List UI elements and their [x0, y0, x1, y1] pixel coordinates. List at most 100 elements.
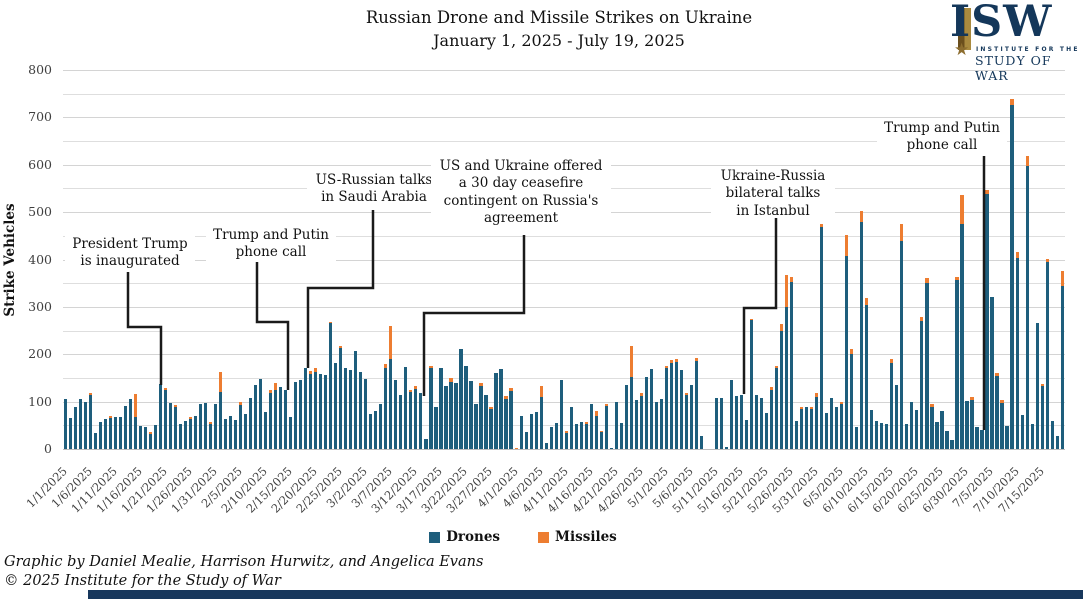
bar-day-30	[213, 403, 218, 449]
bar-day-31	[218, 371, 223, 449]
bar-day-14	[133, 394, 137, 449]
bar-day-103	[579, 421, 583, 449]
bar-day-151	[820, 223, 824, 449]
bar-day-120	[664, 365, 668, 449]
bar-day-104	[584, 422, 588, 449]
bar-day-64	[384, 363, 388, 449]
bar-day-61	[369, 413, 373, 449]
bar-day-17	[148, 431, 152, 449]
bar-day-122	[674, 359, 678, 449]
bar-day-40	[264, 411, 268, 449]
bar-day-155	[840, 402, 844, 449]
bar-day-5	[88, 393, 92, 449]
bar-day-131	[719, 398, 724, 449]
bar-day-159	[860, 211, 864, 449]
bar-day-184	[985, 189, 989, 449]
bar-day-50	[314, 368, 318, 449]
bar-day-37	[248, 397, 253, 449]
bar-day-150	[815, 393, 819, 449]
bar-day-136	[744, 420, 749, 449]
bar-day-193	[1030, 423, 1034, 449]
bar-day-180	[965, 401, 969, 449]
bar-day-62	[374, 410, 378, 449]
bar-day-35	[238, 401, 243, 449]
bar-day-170	[915, 409, 919, 449]
bar-day-59	[359, 372, 363, 449]
bar-day-168	[905, 423, 909, 449]
y-tick-label: 400	[28, 251, 52, 267]
bar-day-8	[103, 419, 107, 449]
bar-day-114	[634, 399, 638, 449]
bar-day-90	[514, 447, 518, 449]
bar-day-109	[609, 447, 613, 449]
bar-day-164	[885, 423, 889, 449]
bar-day-3	[78, 398, 82, 449]
bar-day-134	[734, 396, 739, 449]
bar-day-119	[659, 398, 663, 449]
bar-day-138	[754, 395, 759, 449]
bar-day-157	[850, 349, 854, 449]
bar-day-88	[504, 396, 508, 449]
bar-day-79	[459, 349, 463, 449]
y-tick-label: 600	[28, 156, 52, 172]
bar-day-93	[529, 413, 533, 449]
annotation-1: Trump and Putin phone call	[206, 227, 336, 262]
bar-day-126	[694, 358, 699, 449]
bar-day-29	[208, 422, 213, 449]
bar-day-80	[464, 366, 468, 449]
bar-day-197	[1050, 420, 1054, 449]
bar-day-0	[63, 398, 67, 449]
bar-day-174	[935, 422, 939, 449]
bar-day-33	[228, 415, 233, 449]
bar-day-132	[724, 446, 729, 449]
bar-day-10	[113, 416, 117, 449]
bar-day-46	[294, 381, 298, 449]
bar-day-11	[118, 416, 122, 449]
bar-day-96	[544, 443, 548, 449]
gridline	[63, 330, 1065, 332]
bar-day-153	[830, 397, 834, 449]
bar-day-91	[519, 415, 523, 449]
legend-item-missiles: Missiles	[538, 529, 617, 545]
bar-day-52	[324, 375, 328, 449]
bar-day-56	[344, 367, 348, 449]
gridline	[63, 117, 1065, 119]
bar-day-186	[995, 373, 999, 449]
bar-day-130	[714, 397, 719, 449]
bar-day-190	[1015, 252, 1019, 449]
bar-day-143	[780, 324, 784, 449]
bar-day-110	[614, 401, 618, 449]
bar-day-147	[800, 406, 804, 449]
bar-day-48	[304, 368, 308, 449]
bar-day-7	[98, 422, 102, 449]
bar-day-142	[775, 365, 779, 449]
bar-day-196	[1045, 259, 1049, 449]
chart-subtitle: January 1, 2025 - July 19, 2025	[433, 31, 685, 50]
y-tick-label: 0	[44, 441, 52, 456]
bar-day-82	[474, 404, 478, 449]
bar-day-169	[910, 402, 914, 449]
bar-day-63	[379, 403, 383, 449]
y-tick-label: 800	[28, 62, 52, 77]
bar-day-26	[193, 416, 198, 449]
bar-day-85	[489, 407, 493, 449]
bar-day-1	[68, 418, 72, 449]
gridline	[63, 425, 1065, 427]
bar-day-47	[299, 379, 303, 449]
bar-day-141	[770, 387, 774, 449]
bar-day-23	[178, 424, 183, 449]
bar-day-18	[153, 425, 157, 449]
annotation-5: Trump and Putin phone call	[877, 120, 1007, 155]
bar-day-55	[339, 345, 343, 449]
bar-day-111	[619, 423, 623, 449]
bar-day-154	[835, 406, 839, 449]
bar-day-58	[354, 351, 358, 449]
bar-day-194	[1035, 322, 1039, 449]
bar-day-172	[925, 277, 929, 449]
bar-day-139	[759, 398, 764, 449]
bar-day-121	[669, 360, 673, 449]
gridline	[63, 235, 1065, 237]
bar-day-71	[419, 393, 423, 449]
bar-day-179	[960, 194, 964, 449]
bar-day-21	[168, 402, 172, 449]
